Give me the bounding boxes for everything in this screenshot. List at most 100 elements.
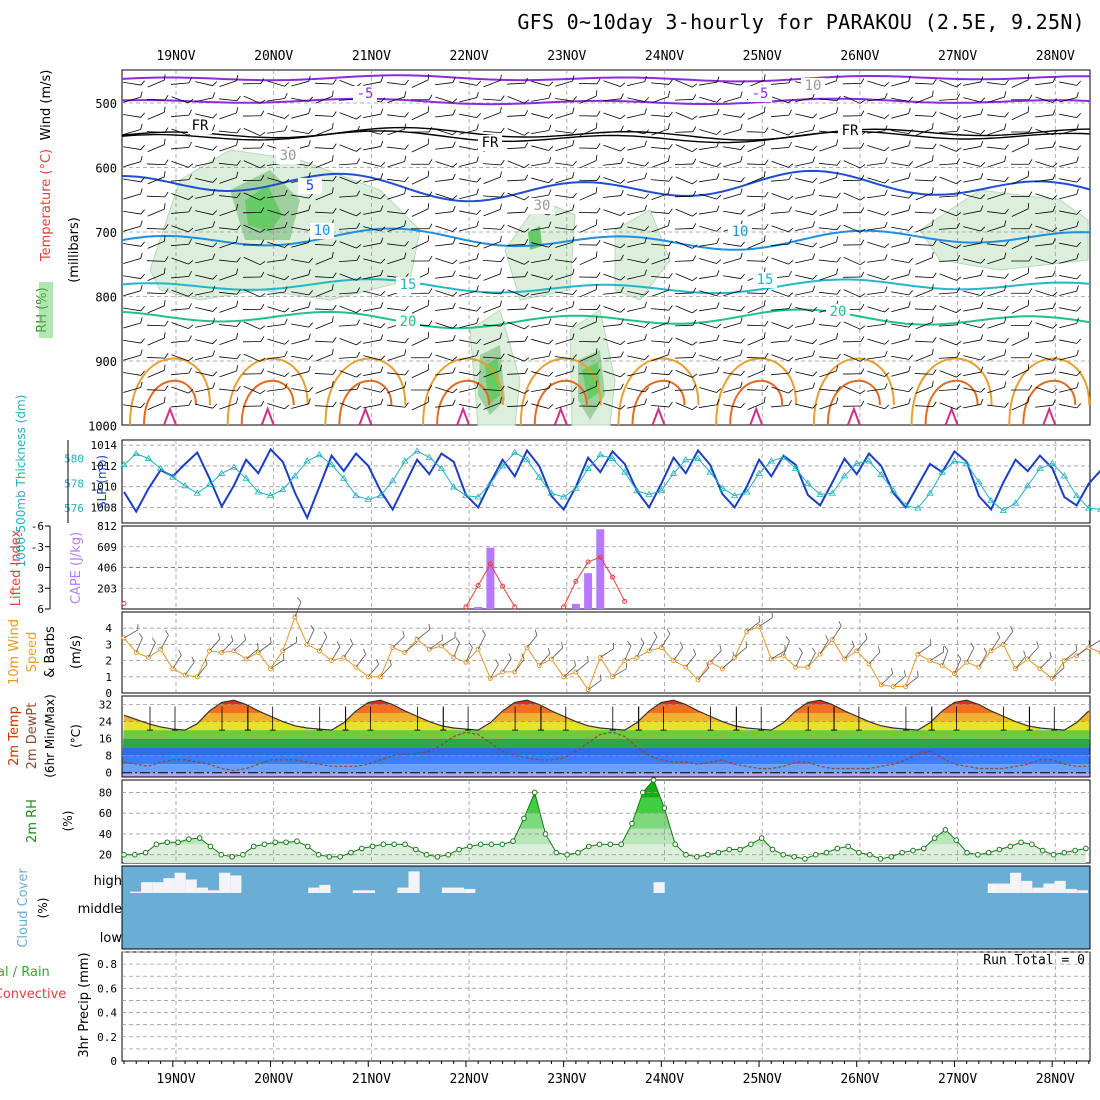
wind-barb-shaft xyxy=(459,210,477,215)
wind-barb-shaft xyxy=(267,130,285,134)
wind-barb-flag xyxy=(548,382,552,389)
wind-barb-shaft xyxy=(675,273,693,282)
wind-barb-flag xyxy=(596,239,601,246)
wind-barb xyxy=(531,306,554,313)
day-label-top: 20NOV xyxy=(254,49,293,64)
wind-barb-shaft xyxy=(699,290,717,297)
wind-barb-flag xyxy=(284,275,290,281)
wind-barb xyxy=(555,96,577,102)
wind-barb-flag xyxy=(668,123,670,130)
wind-barb-flag xyxy=(476,403,482,409)
wind-barb-shaft xyxy=(314,373,334,375)
wind-barb-flag xyxy=(572,204,575,211)
wind-barb xyxy=(123,306,145,312)
wind-barb-flag xyxy=(788,195,794,200)
wind-barb-shaft xyxy=(867,227,885,231)
thickness-marker xyxy=(474,493,482,500)
wind-barb-shaft xyxy=(819,144,837,152)
wind-barb xyxy=(195,189,216,199)
wind-barb-flag xyxy=(427,170,430,177)
wind-barb xyxy=(939,370,962,378)
wind-barb-shaft xyxy=(367,664,379,678)
wind-barb xyxy=(267,306,290,313)
wind-barb-flag xyxy=(476,220,479,227)
wind-barb-shaft xyxy=(1059,355,1077,361)
wind-barb xyxy=(506,368,529,375)
wind-barb-shaft xyxy=(1002,631,1014,645)
wind-barb xyxy=(170,206,192,214)
wind-barb-shaft xyxy=(651,96,669,104)
wind-barb-flag xyxy=(644,172,647,179)
wind-barb xyxy=(314,240,337,246)
wind-barb xyxy=(1035,161,1058,168)
wind-barb-flag xyxy=(356,351,360,358)
wind-barb-shaft xyxy=(843,192,861,201)
wind-barb-shaft xyxy=(603,402,621,410)
wind-barb xyxy=(483,235,502,249)
wind-barb-flag xyxy=(428,255,433,262)
wind-barb xyxy=(1035,335,1056,344)
wind-barb xyxy=(842,207,865,214)
surface-wind-barb xyxy=(917,639,932,655)
wind-barb-flag xyxy=(524,174,529,181)
wind-barb xyxy=(578,207,601,214)
wind-barb-shaft xyxy=(723,372,741,376)
wind-barb-shaft xyxy=(963,226,981,232)
wind-barb-flag xyxy=(380,334,384,341)
wind-barb xyxy=(891,204,911,216)
slp-tick-label: 1008 xyxy=(91,501,118,514)
wind-barb xyxy=(771,322,794,329)
wind-barb-flag xyxy=(644,226,650,231)
wind-barb xyxy=(219,74,239,87)
isotherm-arch xyxy=(226,357,309,426)
thickness-tick-label: 580 xyxy=(64,453,84,466)
surface-wind-barb xyxy=(819,635,829,655)
wind-barb-flag xyxy=(380,226,386,232)
wind-barb-shaft xyxy=(723,81,741,86)
wind-barb-shaft xyxy=(603,80,621,87)
wind-barb-flag xyxy=(296,636,297,643)
wind-barb-shaft xyxy=(315,386,333,394)
li-marker xyxy=(573,578,579,584)
wind-barb-shaft xyxy=(771,257,789,265)
wind-barb-shaft xyxy=(314,211,334,214)
wind-barb-shaft xyxy=(243,385,261,395)
surface-wind-barb xyxy=(319,631,328,652)
rh-marker xyxy=(985,849,992,856)
wind-barb-flag xyxy=(140,252,143,259)
wind-barb-flag xyxy=(620,405,626,410)
wind-barb xyxy=(435,290,458,297)
wind-barb-flag xyxy=(620,222,624,229)
wind-barb-flag xyxy=(956,319,960,326)
wind-barb-flag xyxy=(860,271,865,278)
wind-barb xyxy=(363,302,384,312)
rh-marker xyxy=(456,846,462,853)
rh-marker xyxy=(186,836,192,842)
wind-barb xyxy=(123,349,143,361)
wind-barb xyxy=(171,322,194,329)
wind-barb-shaft xyxy=(795,113,813,119)
wind-barb xyxy=(867,306,890,313)
wind-barb-flag xyxy=(163,332,166,339)
isotherm-line xyxy=(121,308,1091,330)
wind-barb xyxy=(291,128,313,134)
wind-barb-shaft xyxy=(627,306,645,312)
wind-barb-flag xyxy=(140,91,143,98)
wind-barb-shaft xyxy=(1035,114,1053,118)
wind-barb-shaft xyxy=(531,80,549,87)
wind-barb xyxy=(891,128,913,134)
wind-barb xyxy=(123,402,145,408)
wind-barb-shaft xyxy=(819,324,837,327)
wind-barb-shaft xyxy=(555,145,573,152)
li-line xyxy=(489,563,504,587)
wind-barb xyxy=(723,252,743,264)
wind-barb-flag xyxy=(236,353,241,359)
temp-tick-label: 32 xyxy=(99,699,112,712)
wind-barb-shaft xyxy=(435,178,453,182)
rh-marker xyxy=(1029,841,1035,848)
wind-barb-flag xyxy=(859,357,866,362)
wind-barb-flag xyxy=(980,76,984,83)
wind-barb-shaft xyxy=(987,307,1005,311)
wind-barb-flag xyxy=(595,348,598,355)
wind-barb-flag xyxy=(644,204,647,211)
